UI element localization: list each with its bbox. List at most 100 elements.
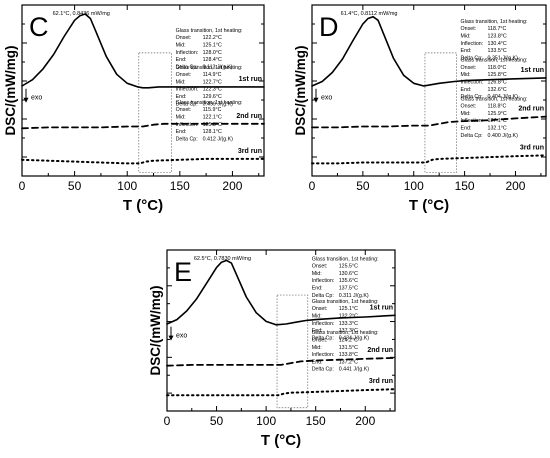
tg-annotation: Glass transition, 1st heating:Onset: 118.… — [461, 58, 528, 101]
tg-annotation-key: Delta Cp: — [461, 94, 483, 100]
tg-annotation-key: Inflection: — [176, 50, 199, 56]
peak-annotation: 61.4°C, 0.8112 mW/mg — [341, 11, 398, 17]
exo-arrowhead-icon — [313, 97, 319, 103]
tg-annotation-title: Glass transition, 1st heating: — [461, 58, 528, 64]
tg-annotation-value: 132.1°C — [488, 126, 507, 132]
tg-annotation-value: 123.8°C — [488, 34, 507, 40]
x-tick-label: 0 — [19, 179, 26, 193]
tg-annotation-key: End: — [461, 48, 472, 54]
tg-annotation: Glass transition, 1st heating: Onset: 124.… — [312, 330, 379, 373]
tg-annotation-key: Delta Cp: — [461, 133, 483, 139]
tg-annotation: Glass transition, 1st heating:Onset: 118.… — [461, 96, 528, 139]
tg-annotation-key: Delta Cp: — [176, 136, 198, 142]
tg-annotation-value: 0.113 J/(g.K) — [203, 64, 233, 70]
tg-annotation-value: 135.6°C — [339, 278, 358, 284]
x-tick-label: 0 — [309, 179, 316, 193]
x-tick-label: 50 — [210, 414, 224, 428]
tg-annotation-value: 130.4°C — [488, 41, 507, 47]
x-tick-label: 200 — [222, 179, 242, 193]
tg-annotation-value: 131.5°C — [339, 345, 358, 351]
series-line-3rd-run — [166, 388, 396, 397]
tg-annotation-value: 132.6°C — [488, 87, 507, 93]
chart-panel-e: 0 50 100 150 200 T (°C) DSC/(mW/mg) E 62.5°C, 0.… — [148, 249, 396, 449]
tg-annotation-key: Inflection: — [461, 41, 484, 47]
tg-annotation-value: 125.5°C — [339, 264, 358, 270]
plot-frame — [21, 4, 265, 177]
exo-arrowhead-icon — [23, 97, 29, 103]
exo-label: exo — [176, 333, 187, 340]
tg-annotation-value: 125.1°C — [339, 306, 358, 312]
plot-frame — [166, 249, 396, 412]
tg-annotation-key: Delta Cp: — [176, 64, 198, 70]
tg-annotation-key: Inflection: — [461, 118, 484, 124]
tg-annotation-title: Glass transition, 1st heating: — [312, 299, 379, 305]
tg-annotation-key: Delta Cp: — [461, 55, 483, 61]
tg-annotation-value: 126.8°C — [488, 80, 507, 86]
tg-annotation-value: 122.7°C — [203, 79, 222, 85]
tg-annotation-value: 0.400 J/(g.K) — [488, 133, 519, 139]
tg-annotation-key: End: — [176, 57, 187, 63]
tg-annotation-key: Mid: — [461, 34, 471, 40]
tg-annotation-key: Mid: — [312, 314, 322, 320]
tg-region-box — [276, 294, 309, 409]
x-tick-label: 50 — [68, 179, 82, 193]
tg-annotation-key: Inflection: — [312, 278, 335, 284]
x-tick-label: 150 — [170, 179, 190, 193]
tg-annotation-value: 0.441 J/(g.K) — [339, 367, 370, 373]
x-tick-label: 150 — [455, 179, 475, 193]
tg-annotation-value: 129.6°C — [203, 94, 222, 100]
tg-annotation-key: End: — [461, 87, 472, 93]
panel-label: E — [174, 257, 192, 287]
run-label: 2nd run — [236, 113, 262, 120]
series-line-3rd-run — [21, 157, 265, 165]
run-label: 1st run — [239, 76, 262, 83]
tg-annotation-value: 124.2°C — [339, 338, 358, 344]
tg-annotation-key: Delta Cp: — [312, 335, 334, 341]
exo-arrowhead-icon — [168, 335, 174, 341]
tg-annotation-title: Glass transition, 1st heating: — [176, 100, 243, 106]
series-line-3rd-run — [311, 154, 547, 165]
x-tick-label: 50 — [356, 179, 370, 193]
panel-label: C — [29, 12, 49, 42]
series-line-2nd-run — [21, 122, 265, 130]
x-tick-label: 100 — [404, 179, 424, 193]
series-line-2nd-run — [166, 357, 396, 367]
plot-frame — [311, 4, 547, 177]
tg-annotation-title: Glass transition, 1st heating: — [176, 65, 243, 71]
tg-annotation-value: 128.0°C — [203, 50, 222, 56]
chart-panel-c: 0 50 100 150 200 T (°C) DSC/(mW/mg) C 62.1°C, 0.… — [3, 4, 265, 214]
tg-annotation-value: 0.499 J/(g.K) — [203, 101, 234, 107]
run-label: 3rd run — [369, 378, 393, 385]
tg-annotation-key: End: — [312, 285, 323, 291]
tg-annotation-title: Glass transition, 1st heating: — [312, 330, 379, 336]
tg-annotation-title: Glass transition, 1st heating: — [176, 28, 243, 34]
series-line-1st-run — [21, 13, 265, 89]
tg-annotation-key: Inflection: — [312, 321, 335, 327]
x-axis-label: T (°C) — [409, 197, 449, 214]
tg-annotation-value: 122.3°C — [203, 87, 222, 93]
tg-annotation-title: Glass transition, 1st heating: — [461, 96, 528, 102]
tg-annotation-key: Delta Cp: — [312, 367, 334, 373]
tg-annotation-value: 0.351 J/(g.K) — [488, 55, 519, 61]
y-axis-label: DSC/(mW/mg) — [3, 46, 18, 136]
tg-annotation-key: End: — [312, 328, 323, 334]
tg-annotation-key: Onset: — [312, 306, 328, 312]
tg-annotation-value: 133.8°C — [339, 352, 358, 358]
exo-label: exo — [321, 95, 332, 102]
tg-annotation-key: Onset: — [176, 107, 192, 113]
tg-annotation-value: 137.5°C — [339, 285, 358, 291]
tg-annotation-value: 0.311 J/(g.K) — [339, 293, 369, 299]
tg-annotation-key: End: — [461, 126, 472, 132]
tg-annotation-key: Inflection: — [461, 80, 484, 86]
tg-annotation-value: 133.5°C — [488, 48, 507, 54]
tg-annotation-key: Delta Cp: — [176, 101, 198, 107]
tg-annotation-key: Onset: — [312, 264, 328, 270]
x-tick-label: 100 — [256, 414, 276, 428]
tg-annotation-key: Onset: — [461, 104, 477, 110]
tg-annotation: Glass transition, 1st heating:Onset: 125.… — [312, 299, 379, 342]
y-axis-label: DSC/(mW/mg) — [293, 46, 308, 136]
tg-annotation-key: Inflection: — [312, 352, 335, 358]
tg-region-box — [424, 52, 457, 173]
tg-annotation-key: Mid: — [312, 345, 322, 351]
